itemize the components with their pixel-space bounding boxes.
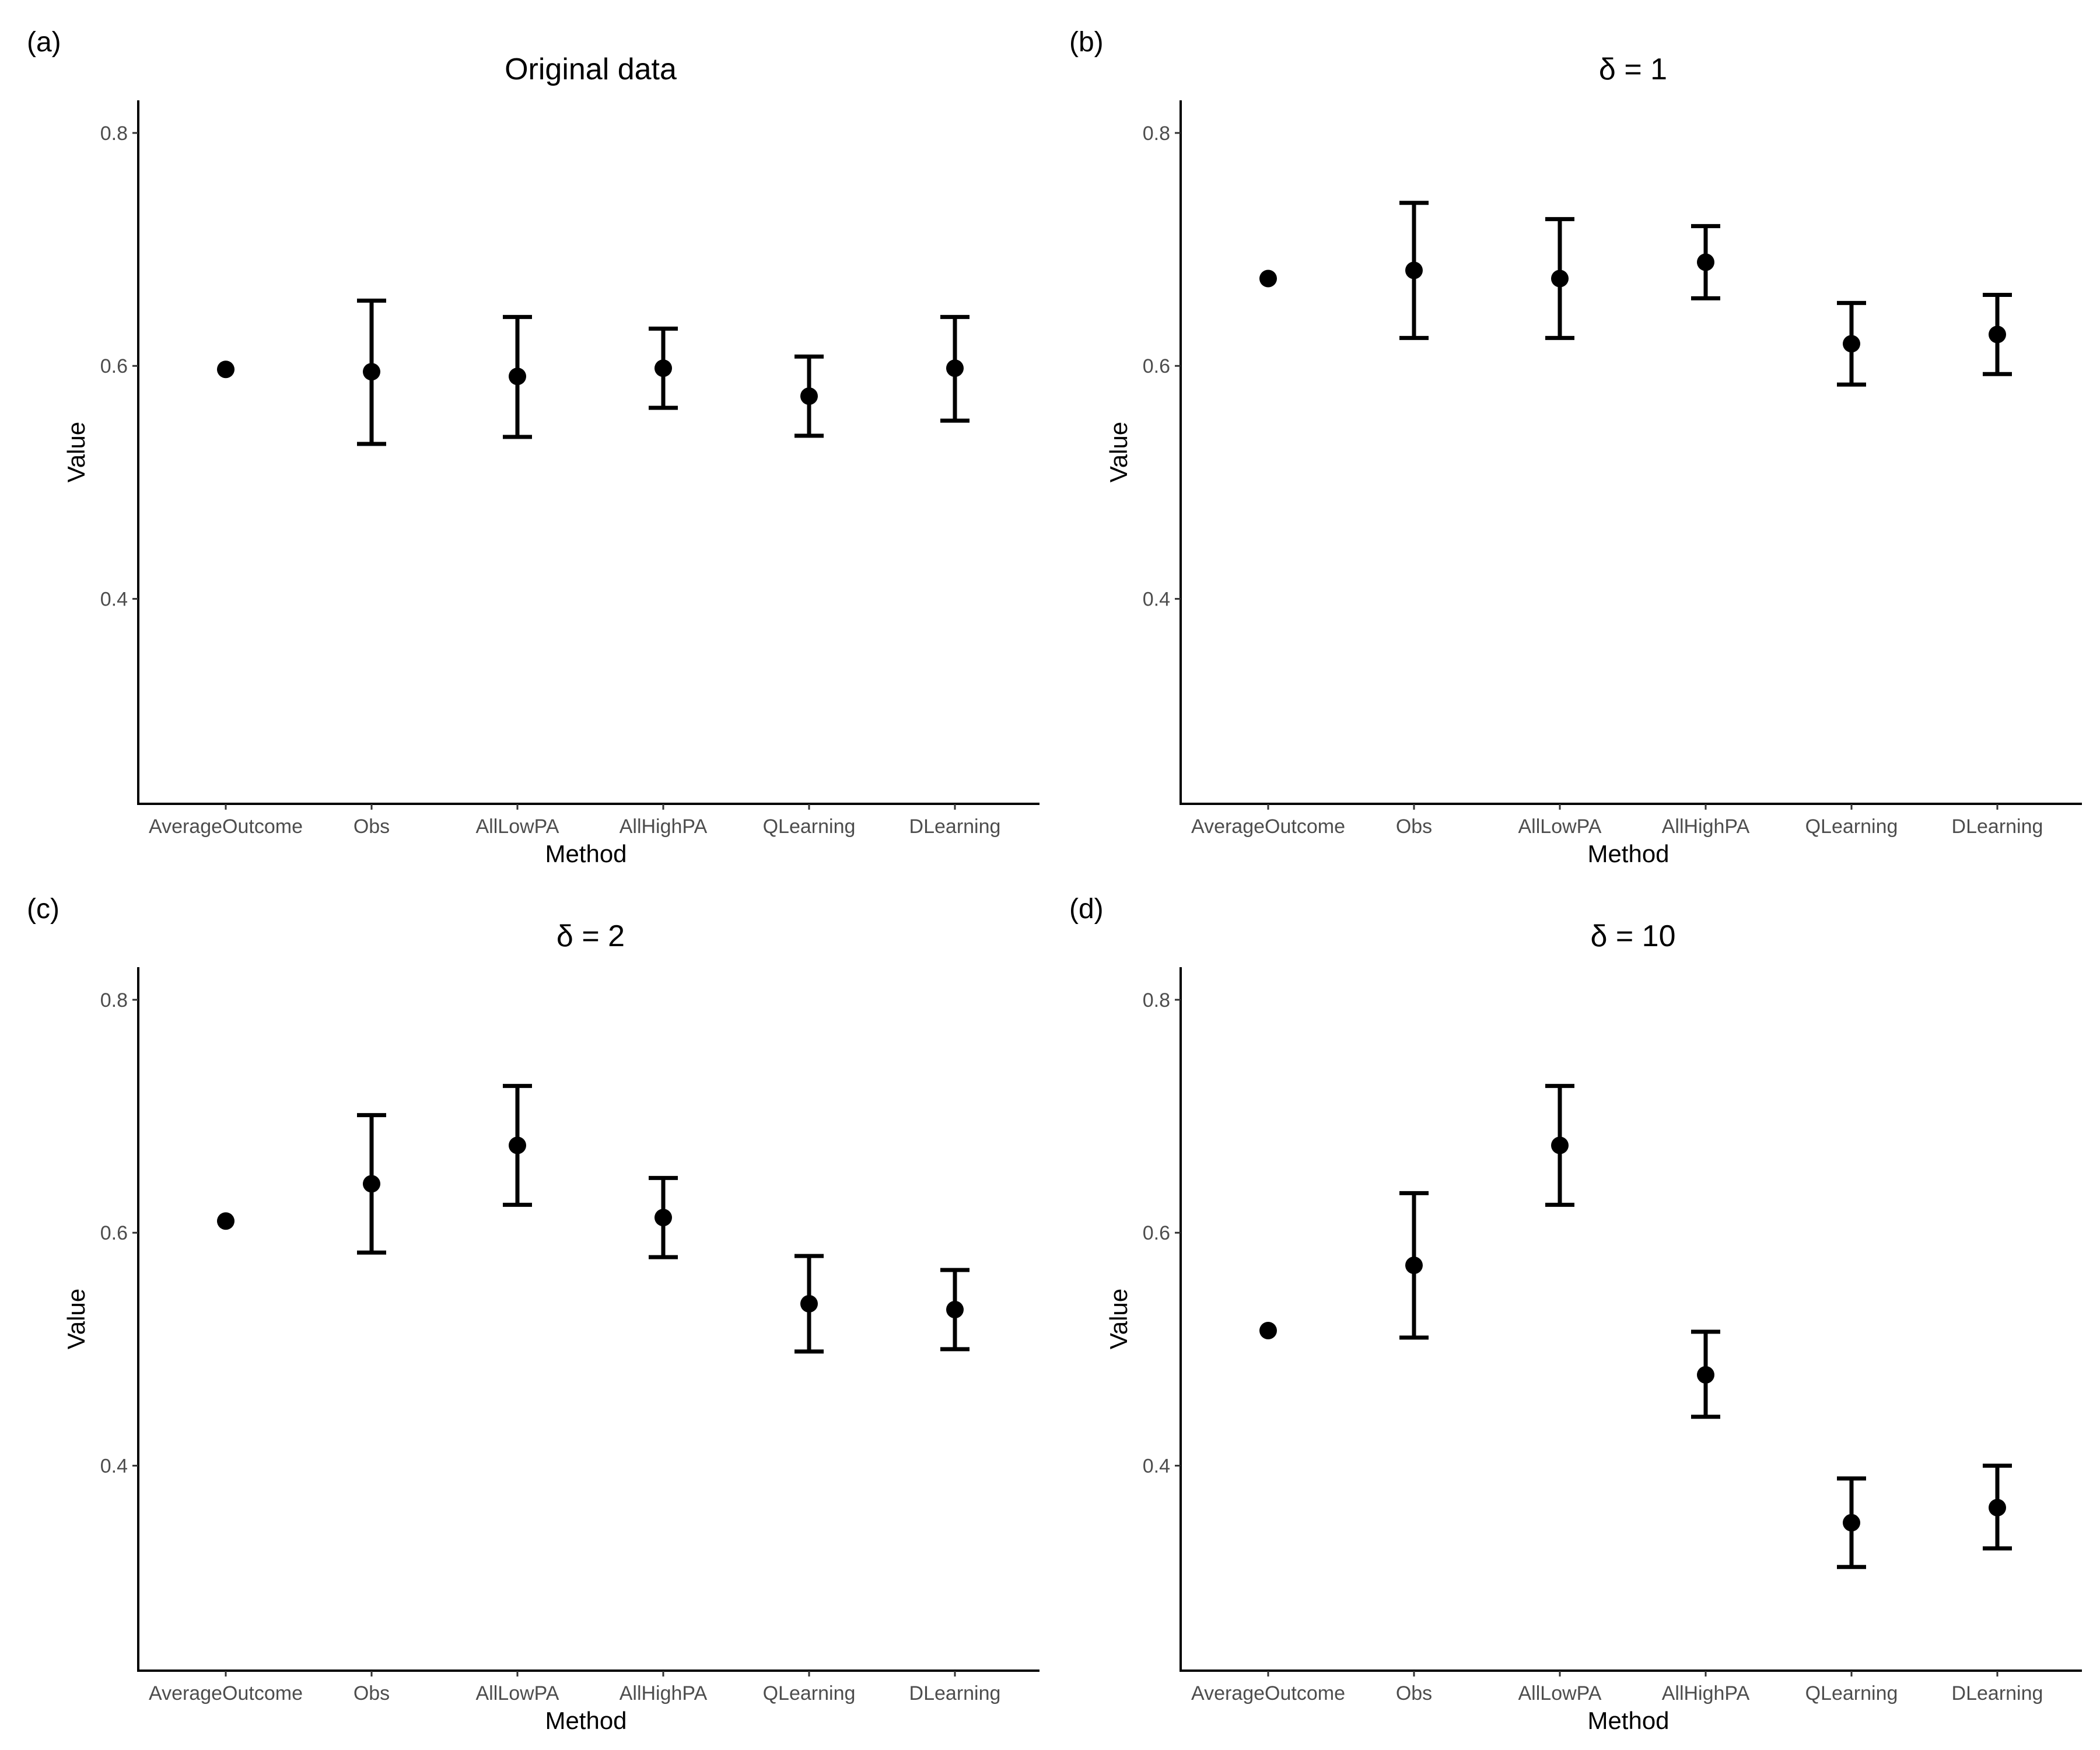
chart-title: δ = 1 [1599, 52, 1667, 86]
x-tick-label: AllLowPA [1518, 816, 1602, 838]
x-axis-label: Method [545, 1707, 626, 1734]
data-point [1551, 270, 1569, 288]
y-axis-label: Value [62, 1289, 90, 1349]
y-tick-label: 0.8 [100, 989, 128, 1012]
data-point [654, 359, 672, 377]
data-point [363, 363, 380, 381]
panel-tag: (c) [27, 894, 60, 925]
x-axis-label: Method [1587, 1707, 1669, 1734]
y-axis-label: Value [1105, 422, 1132, 482]
x-tick-label: Obs [1396, 816, 1432, 838]
data-point [1989, 1499, 2006, 1517]
x-tick-label: Obs [354, 816, 390, 838]
data-point [946, 1301, 964, 1319]
x-tick-label: QLearning [1805, 1682, 1898, 1704]
x-tick-label: QLearning [763, 1682, 856, 1704]
y-tick-label: 0.8 [1143, 989, 1170, 1012]
panel-tag: (a) [27, 27, 61, 58]
data-point [217, 1212, 235, 1230]
chart-svg: (a) Original data 0.4 0.6 0.8 AverageOutcome O… [27, 27, 1040, 867]
data-point [800, 1295, 818, 1313]
y-axis-label: Value [1105, 1289, 1132, 1349]
chart-title: δ = 10 [1590, 919, 1675, 953]
x-tick-label: DLearning [1952, 816, 2043, 838]
chart-title: δ = 2 [556, 919, 625, 953]
data-point [1697, 253, 1714, 271]
x-tick-label: AllHighPA [620, 816, 708, 838]
data-point [654, 1209, 672, 1227]
x-tick-label: AllLowPA [476, 816, 559, 838]
chart-svg: (c) δ = 2 0.4 0.6 0.8 AverageOutcome Obs AllLow… [27, 894, 1040, 1734]
y-tick-label: 0.4 [100, 1455, 128, 1478]
x-tick-label: AllHighPA [620, 1682, 708, 1704]
panel-a: (a) Original data 0.4 0.6 0.8 AverageOutcome O… [0, 0, 1050, 875]
data-point [1259, 1321, 1277, 1339]
chart-svg: (b) δ = 1 0.4 0.6 0.8 AverageOutcome Obs AllLow… [1069, 27, 2082, 867]
data-point [1989, 326, 2006, 344]
x-axis-label: Method [545, 840, 626, 867]
panel-c: (c) δ = 2 0.4 0.6 0.8 AverageOutcome Obs AllLow… [0, 867, 1050, 1742]
y-tick-label: 0.6 [100, 355, 128, 377]
data-point [800, 387, 818, 405]
x-tick-label: AverageOutcome [1191, 1682, 1345, 1704]
y-tick-label: 0.6 [1143, 1222, 1170, 1244]
y-tick-label: 0.4 [1143, 589, 1170, 611]
data-point [1697, 1366, 1714, 1384]
data-point [509, 1136, 526, 1154]
x-tick-label: DLearning [1952, 1682, 2043, 1704]
y-tick-label: 0.6 [1143, 355, 1170, 377]
x-tick-label: AllHighPA [1662, 1682, 1750, 1704]
y-axis-label: Value [62, 422, 90, 482]
chart-svg: (d) δ = 10 0.4 0.6 0.8 AverageOutcome Obs AllLo… [1069, 894, 2082, 1734]
y-tick-label: 0.8 [100, 123, 128, 145]
data-point [1843, 335, 1860, 353]
x-tick-label: AverageOutcome [149, 1682, 303, 1704]
y-tick-label: 0.4 [1143, 1455, 1170, 1478]
x-tick-label: QLearning [1805, 816, 1898, 838]
panel-tag: (b) [1069, 27, 1104, 58]
chart-title: Original data [505, 52, 677, 86]
data-point [363, 1175, 380, 1193]
x-tick-label: AllLowPA [476, 1682, 559, 1704]
data-point [217, 360, 235, 379]
y-tick-label: 0.6 [100, 1222, 128, 1244]
x-tick-label: AllHighPA [1662, 816, 1750, 838]
data-point [1843, 1514, 1860, 1532]
y-tick-label: 0.4 [100, 589, 128, 611]
panel-b: (b) δ = 1 0.4 0.6 0.8 AverageOutcome Obs AllLow… [1042, 0, 2092, 875]
panel-d: (d) δ = 10 0.4 0.6 0.8 AverageOutcome Obs AllLo… [1042, 867, 2092, 1742]
data-point [1405, 1256, 1423, 1275]
x-tick-label: QLearning [763, 816, 856, 838]
x-tick-label: AverageOutcome [149, 816, 303, 838]
x-tick-label: DLearning [909, 1682, 1001, 1704]
x-tick-label: DLearning [909, 816, 1001, 838]
data-point [946, 359, 964, 377]
x-tick-label: AverageOutcome [1191, 816, 1345, 838]
data-point [1551, 1136, 1569, 1154]
data-point [509, 368, 526, 386]
x-tick-label: Obs [1396, 1682, 1432, 1704]
x-tick-label: Obs [354, 1682, 390, 1704]
panel-tag: (d) [1069, 894, 1104, 925]
data-point [1405, 261, 1423, 279]
y-tick-label: 0.8 [1143, 123, 1170, 145]
x-tick-label: AllLowPA [1518, 1682, 1602, 1704]
x-axis-label: Method [1587, 840, 1669, 867]
data-point [1259, 270, 1277, 288]
